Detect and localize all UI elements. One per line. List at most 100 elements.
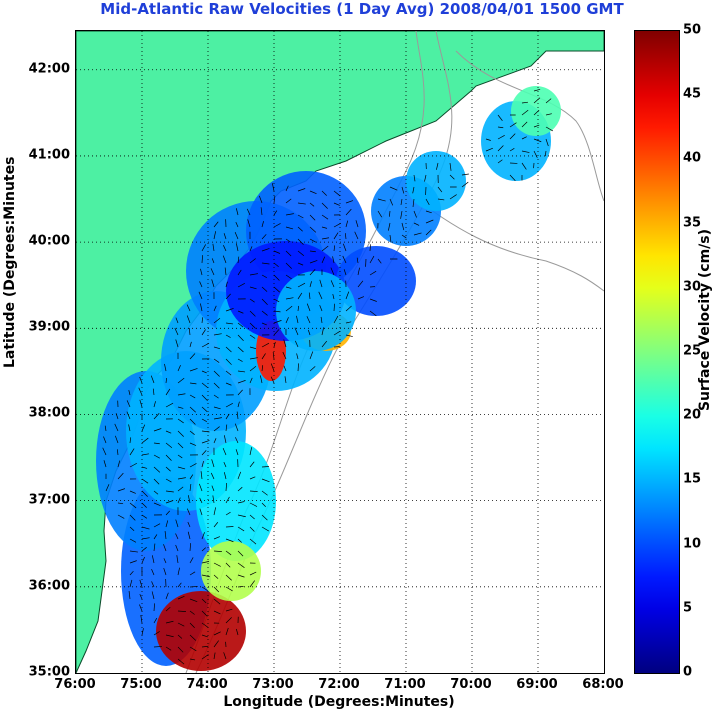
velocity-arrow <box>436 162 439 170</box>
velocity-arrow <box>297 262 304 266</box>
velocity-arrow <box>165 377 167 384</box>
velocity-arrow <box>225 496 230 504</box>
velocity-arrow <box>153 617 158 624</box>
velocity-arrow <box>141 547 147 552</box>
velocity-arrow <box>273 223 281 228</box>
velocity-arrow <box>533 150 538 158</box>
velocity-arrow <box>357 280 364 288</box>
velocity-arrow <box>177 393 186 396</box>
velocity-arrow <box>103 460 107 468</box>
velocity-arrow <box>333 303 335 312</box>
velocity-arrow <box>321 190 327 196</box>
velocity-arrow <box>114 435 119 444</box>
velocity-arrow <box>342 243 347 252</box>
velocity-arrow <box>104 425 107 432</box>
velocity-arrow <box>189 353 196 360</box>
velocity-arrow <box>175 533 179 540</box>
velocity-arrow <box>151 555 155 564</box>
velocity-arrow <box>237 401 240 408</box>
velocity-arrow <box>249 334 256 339</box>
velocity-arrow <box>273 341 276 348</box>
velocity-arrow <box>321 237 330 240</box>
velocity-arrow <box>177 622 185 627</box>
velocity-arrow <box>497 159 503 164</box>
velocity-arrow <box>249 526 255 532</box>
velocity-arrow <box>355 220 359 228</box>
velocity-arrow <box>330 267 335 276</box>
velocity-arrow <box>177 365 181 372</box>
velocity-arrow <box>153 543 156 552</box>
velocity-arrow <box>126 411 131 420</box>
velocity-arrow <box>225 608 233 612</box>
velocity-arrow <box>213 417 222 420</box>
velocity-arrow <box>210 268 215 276</box>
velocity-arrow <box>261 298 268 305</box>
velocity-arrow <box>189 483 192 492</box>
velocity-arrow <box>153 523 161 528</box>
velocity-arrow <box>509 174 516 182</box>
velocity-arrow <box>102 447 107 456</box>
velocity-arrow <box>309 190 317 195</box>
velocity-arrow <box>261 310 268 316</box>
velocity-arrow <box>235 243 239 252</box>
velocity-arrow <box>332 294 335 300</box>
velocity-arrow <box>388 222 391 231</box>
velocity-arrow <box>297 226 303 232</box>
velocity-arrow <box>437 186 443 193</box>
velocity-arrow <box>153 631 160 636</box>
velocity-arrow <box>187 495 191 504</box>
velocity-arrow <box>151 591 155 600</box>
velocity-arrow <box>177 567 180 576</box>
velocity-arrow <box>201 561 210 564</box>
velocity-arrow <box>199 483 203 492</box>
colorbar-tick-label: 30 <box>683 279 702 295</box>
velocity-patch <box>406 151 466 211</box>
x-tick-label: 69:00 <box>516 677 558 692</box>
velocity-arrow <box>260 207 263 216</box>
velocity-arrow <box>294 327 299 336</box>
velocity-arrow <box>213 574 219 579</box>
velocity-arrow <box>186 315 191 324</box>
velocity-arrow <box>425 210 432 214</box>
velocity-arrow <box>177 658 185 665</box>
velocity-arrow <box>213 426 220 432</box>
velocity-arrow <box>152 388 155 396</box>
velocity-arrow <box>141 490 148 497</box>
velocity-arrow <box>164 531 167 540</box>
velocity-arrow <box>213 507 216 516</box>
velocity-arrow <box>237 550 244 557</box>
velocity-arrow <box>309 366 316 372</box>
velocity-arrow <box>285 198 292 204</box>
velocity-patch <box>201 541 261 601</box>
velocity-arrow <box>356 257 359 264</box>
velocity-arrow <box>413 222 420 226</box>
velocity-arrow <box>198 291 203 300</box>
velocity-arrow <box>330 280 335 288</box>
velocity-arrow <box>223 652 227 660</box>
velocity-arrow <box>249 514 255 520</box>
velocity-arrow <box>246 208 251 216</box>
velocity-arrow <box>189 418 196 425</box>
velocity-arrow <box>213 438 217 444</box>
velocity-arrow <box>211 485 215 492</box>
velocity-arrow <box>283 339 287 348</box>
velocity-arrow <box>117 514 125 519</box>
velocity-arrow <box>139 399 143 408</box>
velocity-arrow <box>151 581 155 588</box>
velocity-arrow <box>223 233 227 240</box>
velocity-arrow <box>165 510 171 516</box>
velocity-arrow <box>128 424 131 432</box>
velocity-arrow <box>163 558 167 564</box>
velocity-arrow <box>344 233 347 240</box>
velocity-arrow <box>321 256 326 264</box>
velocity-arrow <box>309 269 316 276</box>
velocity-arrow <box>237 471 242 480</box>
velocity-arrow <box>309 260 318 264</box>
velocity-arrow <box>545 98 552 104</box>
velocity-arrow <box>225 586 233 592</box>
velocity-arrow <box>189 474 194 480</box>
velocity-arrow <box>201 329 206 336</box>
velocity-arrow <box>211 279 215 288</box>
velocity-arrow <box>199 281 203 288</box>
velocity-arrow <box>199 508 203 516</box>
